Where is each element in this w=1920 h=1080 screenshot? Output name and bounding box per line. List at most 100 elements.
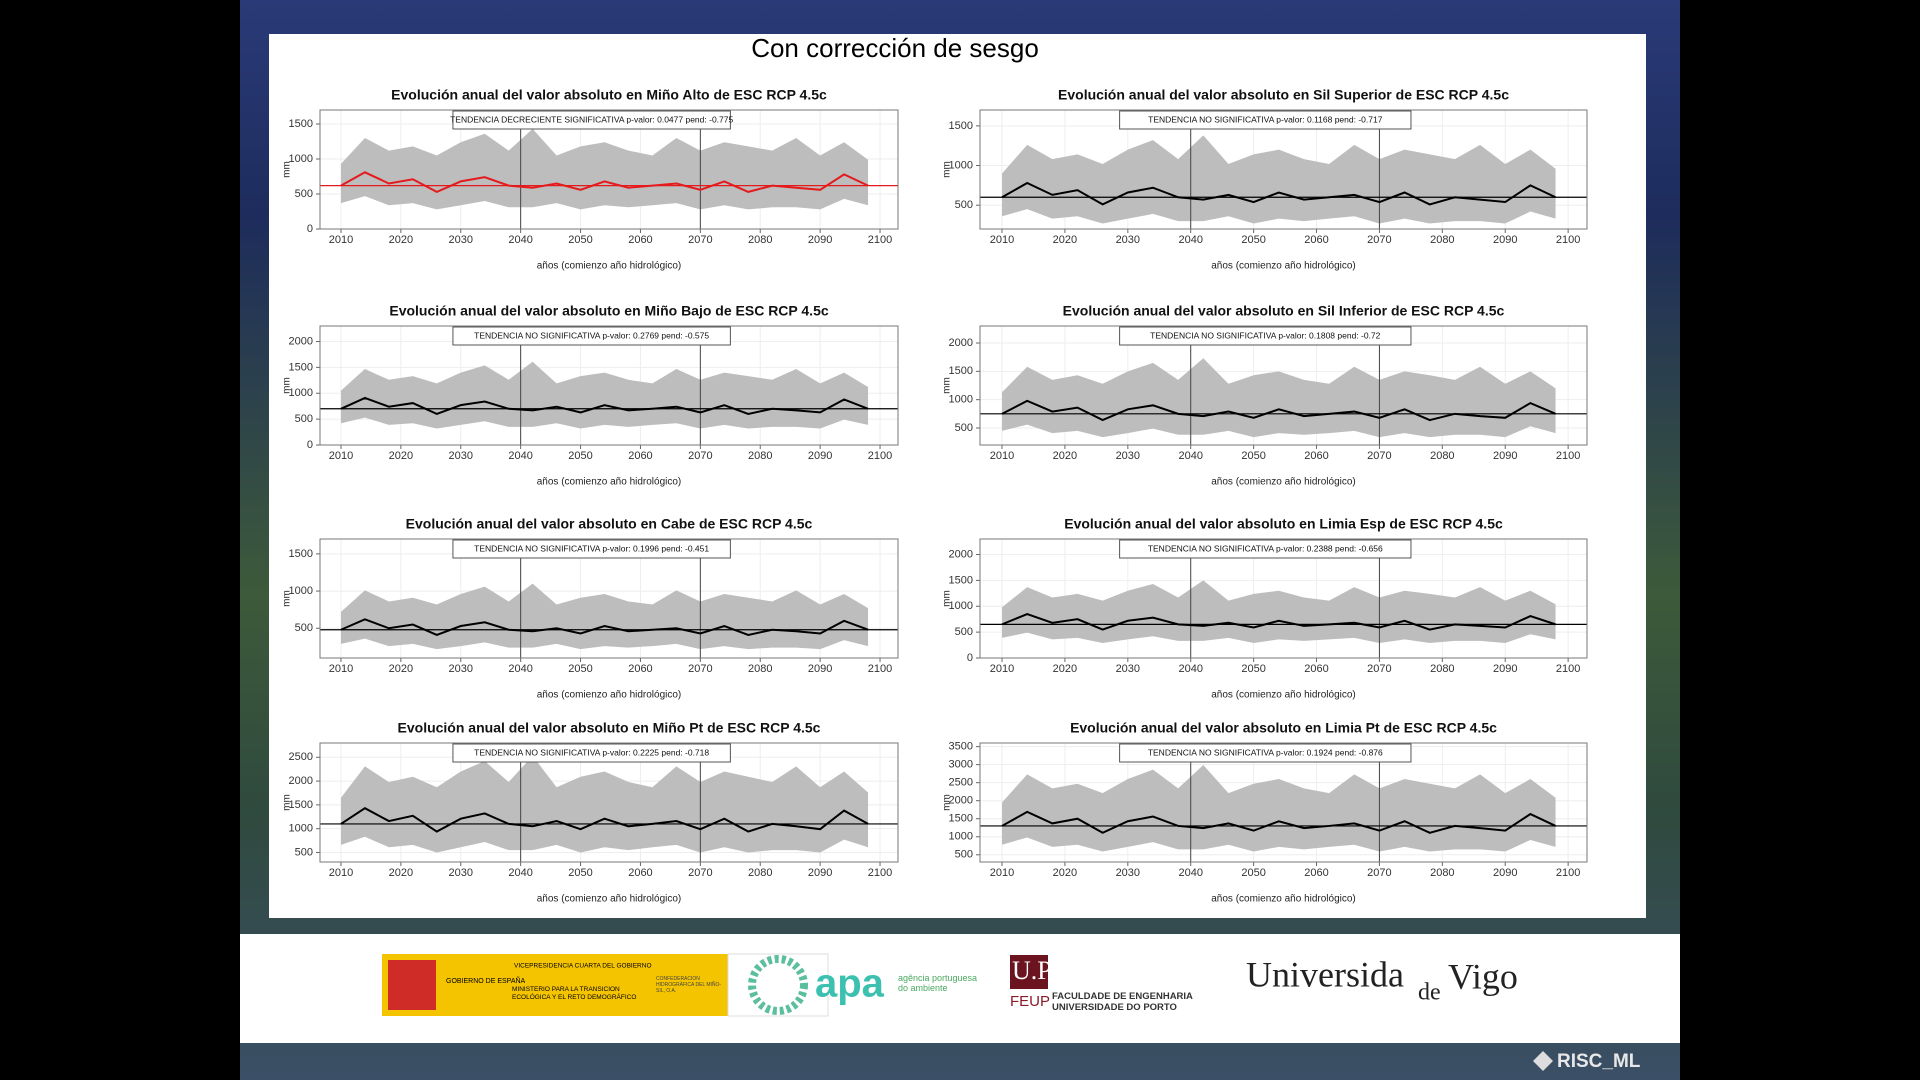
uncertainty-band (340, 361, 869, 429)
x-tick-label: 2090 (808, 867, 832, 879)
y-tick-label: 1000 (949, 159, 973, 171)
x-tick-label: 2080 (1430, 234, 1454, 246)
x-tick-label: 2040 (1178, 663, 1202, 675)
x-tick-label: 2040 (508, 234, 532, 246)
x-axis-label: años (comienzo año hidrológico) (537, 477, 682, 488)
x-tick-label: 2030 (449, 234, 473, 246)
y-tick-label: 1500 (289, 361, 313, 373)
chms-text: CONFEDERACIÓN HIDROGRÁFICA DEL MIÑO-SIL,… (656, 976, 722, 994)
x-tick-label: 2030 (449, 867, 473, 879)
y-tick-label: 500 (955, 849, 973, 861)
plot-frame (979, 109, 1588, 230)
x-tick-label: 2050 (1241, 867, 1265, 879)
y-tick-label: 1500 (949, 813, 973, 825)
uncertainty-band (1002, 764, 1556, 852)
y-tick-label: 500 (955, 199, 973, 211)
y-tick-label: 3000 (949, 759, 973, 771)
x-tick-label: 2030 (1116, 867, 1140, 879)
y-tick-label: 1000 (949, 600, 973, 612)
y-tick-label: 1500 (949, 365, 973, 377)
x-tick-label: 2010 (329, 450, 353, 462)
uporto-block (1010, 955, 1048, 989)
y-tick-label: 1500 (289, 548, 313, 560)
gov-text: GOBIERNO DE ESPAÑA (446, 976, 526, 985)
y-tick-label: 1000 (289, 387, 313, 399)
x-tick-label: 2010 (990, 450, 1014, 462)
x-axis-label: años (comienzo año hidrológico) (1211, 894, 1356, 905)
x-tick-label: 2080 (1430, 663, 1454, 675)
feup-text: FACULDADE DE ENGENHARIA UNIVERSIDADE DO … (1052, 991, 1193, 1013)
x-axis-label: años (comienzo año hidrológico) (537, 690, 682, 701)
plot-frame (319, 325, 899, 446)
x-tick-label: 2040 (1178, 867, 1202, 879)
annotation-box (452, 539, 731, 559)
uvigo-b: de (1418, 980, 1441, 1006)
chart-title: Evolución anual del valor absoluto en Li… (1070, 720, 1497, 736)
y-tick-label: 2000 (949, 548, 973, 560)
y-axis-label: mm (942, 161, 953, 178)
x-tick-label: 2060 (628, 234, 652, 246)
footer-text: RISC_ML (1557, 1051, 1641, 1072)
y-tick-label: 500 (955, 422, 973, 434)
chart-title: Evolución anual del valor absoluto en Si… (1058, 87, 1509, 103)
x-tick-label: 2020 (389, 867, 413, 879)
x-tick-label: 2020 (1053, 867, 1077, 879)
x-tick-label: 2070 (1367, 663, 1391, 675)
x-tick-label: 2080 (748, 867, 772, 879)
y-tick-label: 1000 (949, 831, 973, 843)
x-tick-label: 2100 (1556, 450, 1580, 462)
annotation: TENDENCIA NO SIGNIFICATIVA p-valor: 0.19… (474, 543, 709, 553)
y-tick-label: 2000 (289, 335, 313, 347)
x-tick-label: 2070 (1367, 450, 1391, 462)
series-line (340, 396, 869, 416)
x-tick-label: 2070 (1367, 867, 1391, 879)
x-tick-label: 2050 (568, 663, 592, 675)
x-tick-label: 2050 (1241, 234, 1265, 246)
y-tick-label: 2500 (949, 777, 973, 789)
annotation-box (1119, 743, 1412, 763)
series-line (1001, 810, 1556, 834)
x-tick-label: 2060 (1304, 663, 1328, 675)
x-tick-label: 2030 (1116, 663, 1140, 675)
y-tick-label: 1000 (289, 823, 313, 835)
x-tick-label: 2020 (389, 450, 413, 462)
y-axis-label: mm (282, 590, 293, 607)
x-tick-label: 2030 (449, 663, 473, 675)
chart-title: Evolución anual del valor absoluto en Li… (1064, 516, 1503, 532)
series-line (1001, 399, 1556, 422)
x-tick-label: 2020 (1053, 234, 1077, 246)
chart-title: Evolución anual del valor absoluto en Mi… (398, 720, 821, 736)
chms-box (727, 953, 829, 1017)
series-line (340, 171, 869, 194)
x-tick-label: 2100 (868, 867, 892, 879)
x-tick-label: 2040 (508, 867, 532, 879)
uvigo-a: Universida (1246, 954, 1404, 994)
gov-logo-bg (382, 954, 728, 1016)
series-line (340, 618, 869, 637)
uvigo-c: Vigo (1448, 956, 1518, 996)
x-tick-label: 2040 (508, 663, 532, 675)
apa-wrap: agência portuguesa do ambiente (898, 973, 977, 993)
gov-vp-text: VICEPRESIDENCIA CUARTA DEL GOBIERNO (514, 963, 652, 970)
x-tick-label: 2100 (1556, 867, 1580, 879)
chart-title: Evolución anual del valor absoluto en Si… (1063, 303, 1505, 319)
x-tick-label: 2020 (389, 663, 413, 675)
slide-title: Con corrección de sesgo (751, 33, 1039, 63)
uncertainty-band (340, 128, 869, 210)
y-axis-label: mm (942, 377, 953, 394)
x-tick-label: 2040 (1178, 234, 1202, 246)
y-tick-label: 1500 (949, 120, 973, 132)
y-tick-label: 1000 (949, 394, 973, 406)
x-tick-label: 2030 (449, 450, 473, 462)
uncertainty-band (340, 755, 869, 853)
series-line (1001, 181, 1556, 206)
y-tick-label: 500 (295, 622, 313, 634)
y-tick-label: 1500 (289, 799, 313, 811)
x-tick-label: 2100 (1556, 234, 1580, 246)
chms-wrap: CONFEDERACIÓN HIDROGRÁFICA DEL MIÑO-SIL,… (656, 976, 722, 994)
plot-frame (319, 538, 899, 659)
annotation: TENDENCIA NO SIGNIFICATIVA p-valor: 0.11… (1148, 114, 1383, 124)
x-tick-label: 2010 (990, 663, 1014, 675)
y-tick-label: 2000 (949, 337, 973, 349)
